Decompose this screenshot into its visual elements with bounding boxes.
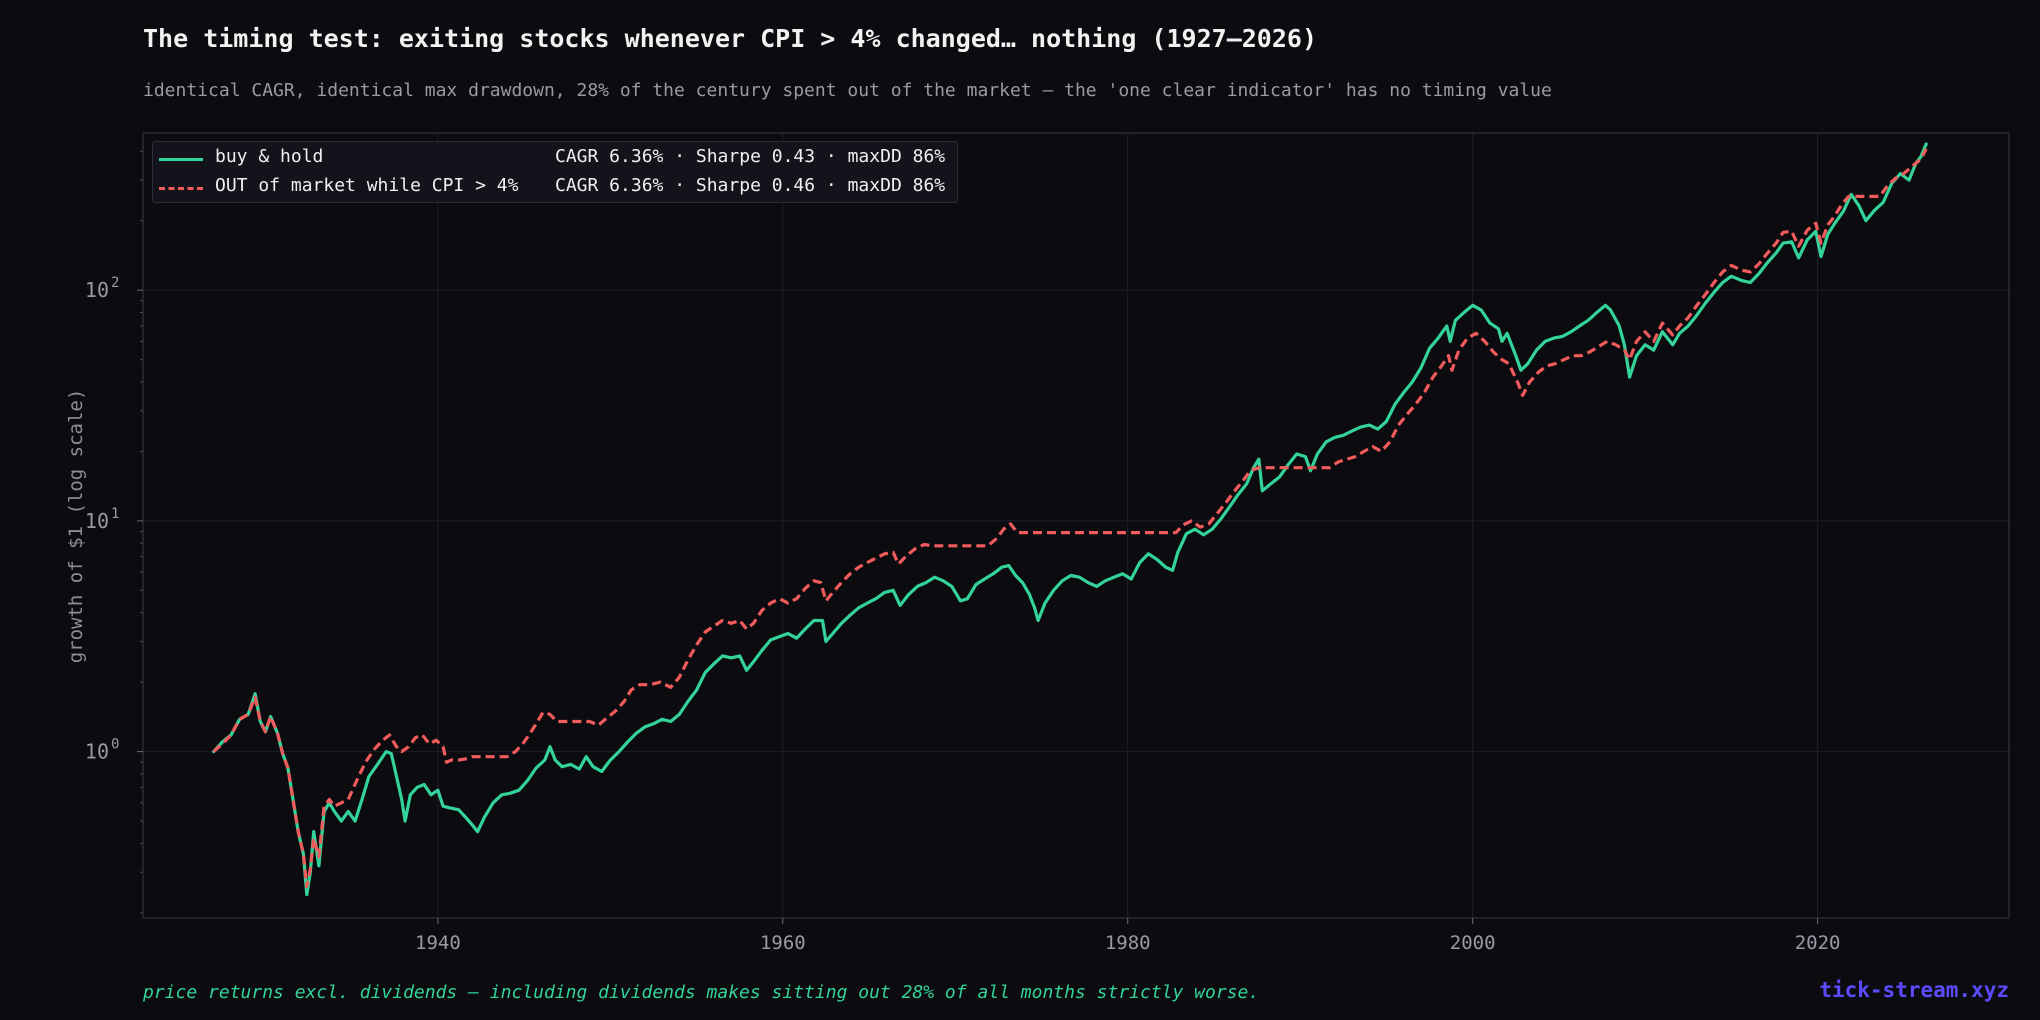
x-tick-label: 1960 bbox=[760, 932, 806, 954]
footnote: price returns excl. dividends — includin… bbox=[143, 982, 1260, 1003]
y-tick-exponent: 1 bbox=[111, 506, 119, 522]
y-tick-label: 10 bbox=[85, 509, 109, 533]
chart-title: The timing test: exiting stocks whenever… bbox=[143, 24, 1317, 53]
legend-swatch-solid-line bbox=[159, 158, 203, 161]
brand-link[interactable]: tick-stream.xyz bbox=[1819, 978, 2009, 1002]
series-layer bbox=[212, 142, 1928, 897]
x-axis-ticks: 1940 1960 1980 2000 2020 bbox=[415, 918, 1840, 954]
legend-label: OUT of market while CPI > 4% bbox=[215, 175, 519, 196]
legend-label: buy & hold bbox=[215, 146, 324, 167]
legend-item-buy-hold: buy & hold CAGR 6.36% · Sharpe 0.43 · ma… bbox=[153, 146, 957, 172]
y-tick-label: 10 bbox=[85, 278, 109, 302]
y-tick-label: 10 bbox=[85, 740, 109, 764]
legend: buy & hold CAGR 6.36% · Sharpe 0.43 · ma… bbox=[152, 141, 958, 203]
x-tick-label: 1980 bbox=[1105, 932, 1151, 954]
legend-item-out-of-market: OUT of market while CPI > 4% CAGR 6.36% … bbox=[153, 175, 957, 201]
chart-subtitle: identical CAGR, identical max drawdown, … bbox=[143, 80, 1552, 101]
series-line-out-of-market bbox=[212, 148, 1928, 889]
x-tick-label: 1940 bbox=[415, 932, 461, 954]
grid-layer bbox=[143, 133, 2009, 918]
y-tick-exponent: 2 bbox=[111, 275, 119, 291]
x-tick-label: 2000 bbox=[1450, 932, 1496, 954]
legend-stats: CAGR 6.36% · Sharpe 0.43 · maxDD 86% bbox=[555, 146, 946, 167]
plot-frame bbox=[142, 132, 2010, 919]
series-line-buy-hold bbox=[212, 142, 1928, 897]
y-axis-label: growth of $1 (log scale) bbox=[65, 389, 87, 664]
y-tick-exponent: 0 bbox=[111, 737, 119, 753]
legend-stats: CAGR 6.36% · Sharpe 0.46 · maxDD 86% bbox=[555, 175, 946, 196]
legend-swatch-dashed-line bbox=[159, 187, 203, 190]
x-tick-label: 2020 bbox=[1795, 932, 1841, 954]
